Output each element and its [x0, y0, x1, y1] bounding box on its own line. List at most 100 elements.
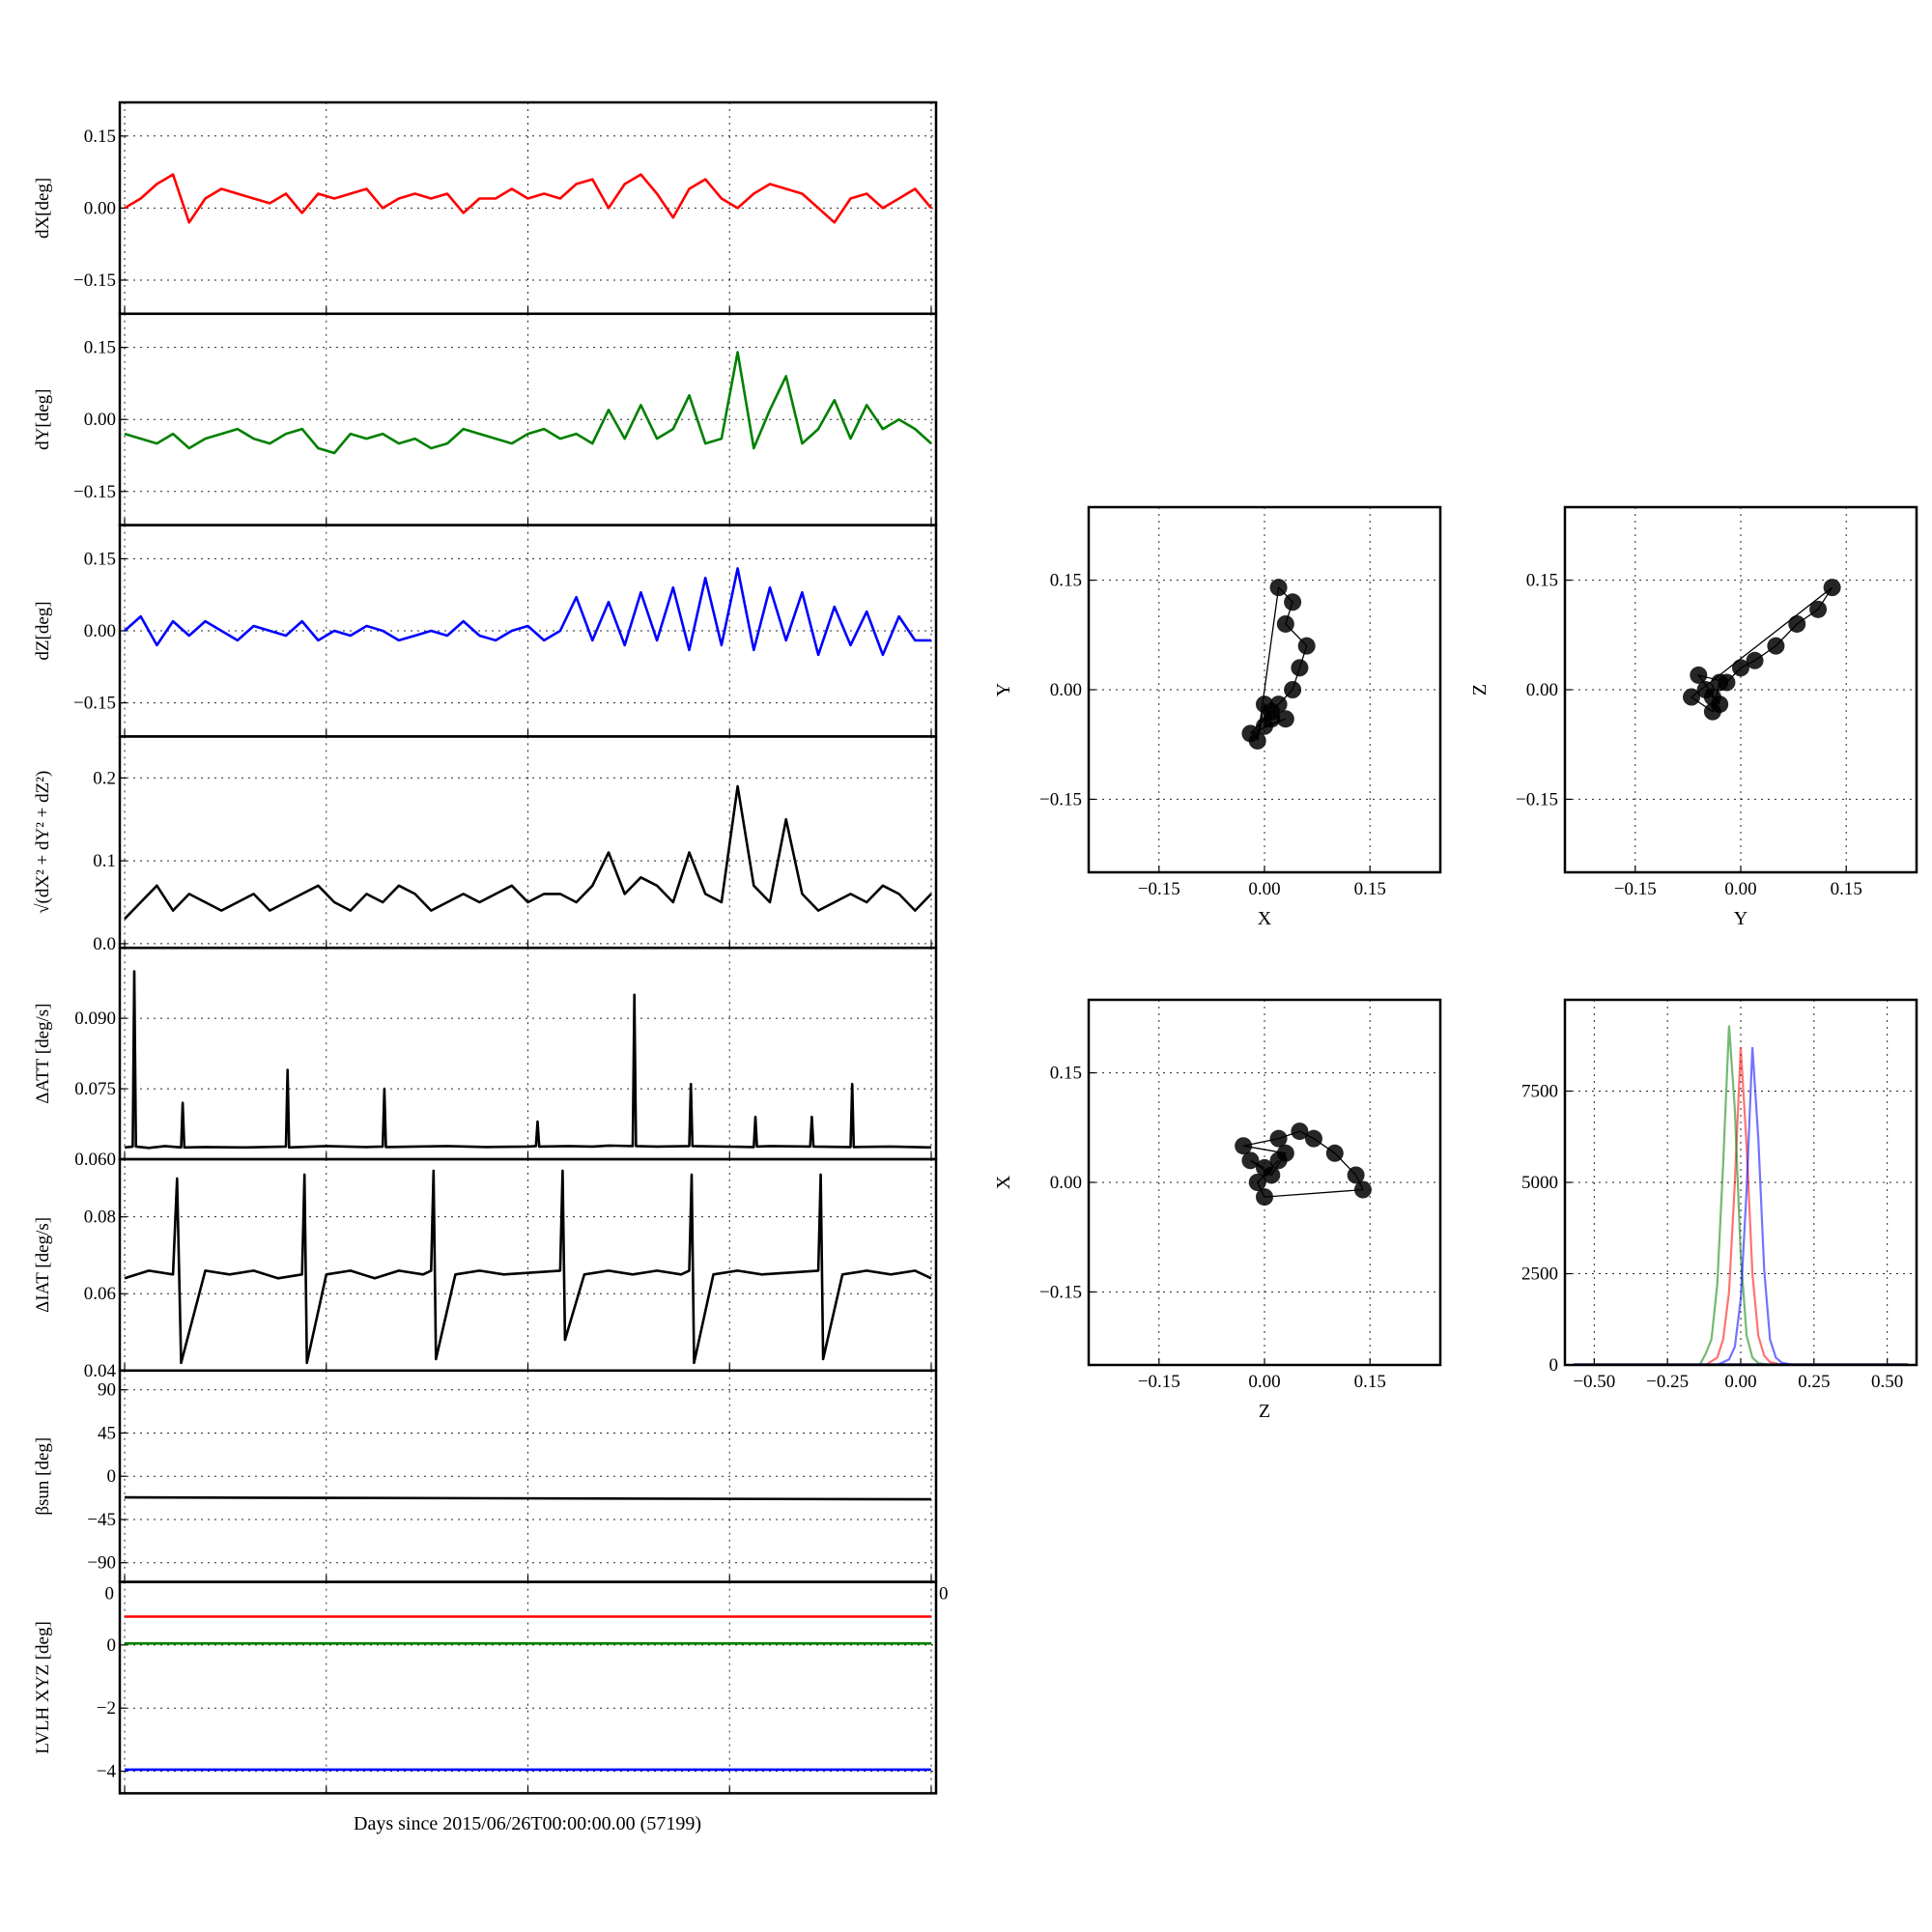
y-tick-label: 0.00	[1050, 680, 1082, 700]
y-tick-label: 0.090	[74, 1009, 116, 1029]
y-tick-label: 0.075	[74, 1079, 116, 1099]
histogram-series-3	[1717, 1047, 1794, 1365]
timeseries-panel-1: −0.15 0.00 0.15 dX[deg]	[33, 100, 938, 316]
x-tick-label: 0.00	[1724, 879, 1756, 899]
data-point	[1353, 1180, 1372, 1199]
series-line-1	[124, 567, 931, 657]
y-tick-label: 0	[1549, 1355, 1559, 1376]
y-axis-label: X	[993, 1175, 1014, 1189]
data-point	[1732, 659, 1749, 677]
y-tick-label: 0.1	[93, 851, 116, 871]
timeseries-panel-8: −4 −2 0 LVLH XYZ [deg] 0 0	[33, 1580, 949, 1795]
x-tick-label: −0.15	[1138, 879, 1180, 899]
plot-frame	[1563, 998, 1918, 1367]
y-tick-label: 0.2	[93, 768, 116, 788]
y-tick-label: 7500	[1521, 1082, 1558, 1102]
data-point	[1767, 637, 1785, 655]
corner-tick-label-right: 0	[939, 1584, 949, 1605]
y-tick-label: 0.06	[84, 1284, 116, 1304]
y-axis-label: Y	[993, 683, 1014, 696]
x-axis-label: Z	[1259, 1401, 1270, 1422]
y-axis-label: LVLH XYZ [deg]	[33, 1621, 53, 1754]
series-line-1	[124, 970, 932, 1150]
y-axis-label: dX[deg]	[33, 178, 53, 239]
series-line-1	[124, 173, 932, 224]
x-tick-label: 0.25	[1798, 1372, 1830, 1392]
data-point	[1711, 673, 1729, 692]
series-line-1	[124, 1169, 932, 1365]
x-tick-label: 0.50	[1871, 1372, 1903, 1392]
y-tick-label: 0.15	[1050, 571, 1082, 591]
y-axis-label: dZ[deg]	[33, 601, 53, 660]
x-tick-label: −0.50	[1573, 1372, 1615, 1392]
y-tick-label: 0.0	[93, 934, 116, 954]
series-line-1	[124, 784, 932, 921]
plot-frame	[1087, 998, 1442, 1367]
y-tick-label: 0.15	[1526, 571, 1558, 591]
histogram-panel: −0.50 −0.25 0.00 0.25 0.50 0 2500 5000 7500	[1521, 998, 1918, 1392]
y-tick-label: 90	[98, 1380, 116, 1401]
data-point	[1297, 637, 1316, 655]
data-point	[1256, 1188, 1273, 1207]
x-tick-label: 0.15	[1831, 879, 1862, 899]
data-point	[1276, 614, 1294, 633]
x-tick-label: 0.00	[1248, 879, 1280, 899]
y-tick-label: −90	[87, 1553, 116, 1574]
x-axis-label: X	[1258, 908, 1272, 929]
y-tick-label: 0.060	[74, 1150, 116, 1170]
scatter-panel-3: −0.15 0.00 0.15 −0.15 0.00 0.15 Z X	[993, 998, 1442, 1422]
data-point	[1269, 1151, 1288, 1170]
y-axis-label: ΔATT [deg/s]	[33, 1003, 53, 1103]
scatter-panel-1: −0.15 0.00 0.15 −0.15 0.00 0.15 X Y	[993, 505, 1442, 929]
y-tick-label: −0.15	[1039, 789, 1082, 810]
plot-frame	[118, 1580, 938, 1795]
y-tick-label: 2500	[1521, 1264, 1558, 1285]
data-point	[1263, 710, 1281, 728]
y-tick-label: 0.00	[1526, 680, 1558, 700]
data-point	[1325, 1144, 1344, 1162]
timeseries-panel-3: −0.15 0.00 0.15 dZ[deg]	[33, 524, 938, 738]
data-point	[1276, 710, 1294, 728]
data-point	[1269, 696, 1288, 714]
y-tick-label: −0.15	[1039, 1282, 1082, 1302]
corner-tick-label-left: 0	[105, 1584, 115, 1605]
x-tick-label: −0.15	[1614, 879, 1657, 899]
data-point	[1248, 731, 1266, 750]
timeseries-panel-4: 0.0 0.1 0.2 √(dX² + dY² + dZ²)	[33, 735, 938, 954]
series-line-1	[124, 351, 932, 455]
histogram-series-2	[1698, 1025, 1771, 1365]
y-tick-label: 0.15	[84, 549, 116, 569]
data-point	[1284, 593, 1302, 611]
plot-frame	[118, 735, 938, 950]
timeseries-panel-6: 0.04 0.06 0.08 ΔIAT [deg/s]	[33, 1157, 938, 1381]
data-point	[1291, 659, 1309, 677]
data-point	[1269, 579, 1288, 597]
x-axis-label: Y	[1734, 908, 1747, 929]
y-tick-label: 0.08	[84, 1208, 116, 1228]
data-point	[1788, 614, 1806, 633]
x-tick-label: 0.15	[1354, 1372, 1386, 1392]
plot-frame	[1087, 505, 1442, 874]
figure-xlabel: Days since 2015/06/26T00:00:00.00 (57199…	[354, 1813, 701, 1834]
data-point	[1746, 651, 1764, 669]
data-point	[1263, 1166, 1281, 1184]
y-tick-label: 0.00	[84, 198, 116, 218]
x-tick-label: −0.15	[1138, 1372, 1180, 1392]
y-tick-label: −0.15	[73, 482, 116, 502]
series-line-1	[124, 1495, 932, 1501]
y-tick-label: −0.15	[73, 694, 116, 714]
y-tick-label: 0	[107, 1466, 117, 1487]
data-point	[1347, 1166, 1365, 1184]
data-point	[1304, 1129, 1322, 1148]
data-point	[1690, 666, 1708, 684]
y-tick-label: 0.00	[1050, 1173, 1082, 1193]
x-tick-label: 0.15	[1354, 879, 1386, 899]
y-tick-label: 0.04	[84, 1361, 117, 1381]
data-point	[1256, 696, 1273, 714]
plot-frame	[118, 1157, 938, 1373]
y-tick-label: 0.00	[84, 621, 116, 641]
data-point	[1291, 1122, 1309, 1141]
x-tick-label: 0.00	[1248, 1372, 1280, 1392]
y-tick-label: 0.15	[84, 127, 116, 147]
data-point	[1809, 600, 1828, 618]
